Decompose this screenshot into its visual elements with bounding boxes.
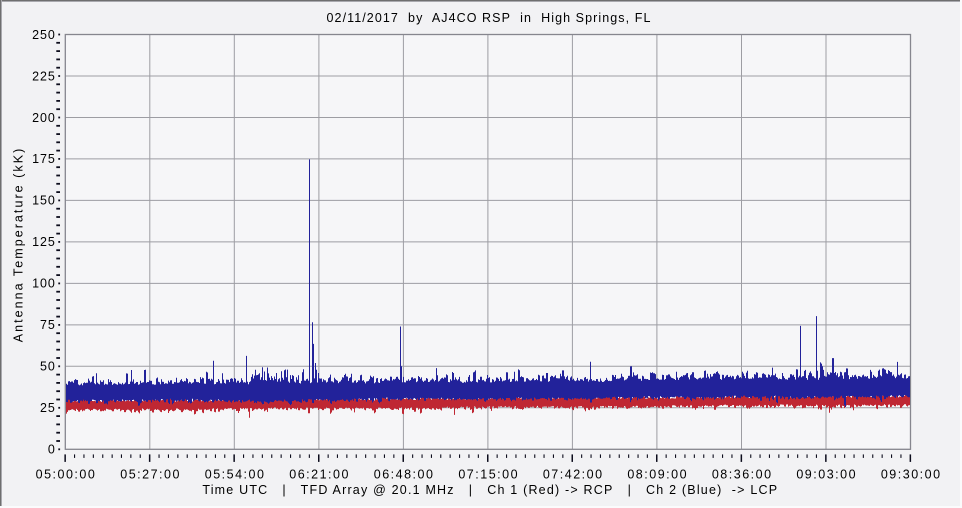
svg-text:125: 125 [32, 235, 56, 249]
svg-text:05:54:00: 05:54:00 [205, 467, 266, 481]
svg-text:02/11/2017 by AJ4CO RSP in: 02/11/2017 by AJ4CO RSP in High Springs,… [327, 11, 652, 25]
svg-text:Time UTC | TFD Array @ 20.: Time UTC | TFD Array @ 20.1 MHz | Ch 1 (… [202, 483, 778, 497]
svg-text:0: 0 [48, 443, 56, 457]
svg-text:175: 175 [32, 152, 56, 166]
svg-text:09:30:00: 09:30:00 [881, 467, 942, 481]
svg-text:05:00:00: 05:00:00 [36, 467, 97, 481]
svg-text:06:21:00: 06:21:00 [289, 467, 350, 481]
svg-text:06:48:00: 06:48:00 [374, 467, 435, 481]
svg-text:100: 100 [32, 277, 56, 291]
svg-text:07:42:00: 07:42:00 [543, 467, 604, 481]
svg-text:225: 225 [32, 69, 56, 83]
svg-text:05:27:00: 05:27:00 [120, 467, 181, 481]
svg-text:07:15:00: 07:15:00 [458, 467, 519, 481]
svg-text:50: 50 [40, 360, 56, 374]
svg-text:09:03:00: 09:03:00 [796, 467, 857, 481]
svg-text:08:09:00: 08:09:00 [627, 467, 688, 481]
svg-text:75: 75 [40, 318, 56, 332]
svg-text:200: 200 [32, 111, 56, 125]
svg-text:Antenna Temperature (kK): Antenna Temperature (kK) [12, 147, 26, 343]
svg-text:250: 250 [32, 28, 56, 42]
svg-text:25: 25 [40, 401, 56, 415]
svg-text:150: 150 [32, 194, 56, 208]
svg-text:08:36:00: 08:36:00 [712, 467, 773, 481]
